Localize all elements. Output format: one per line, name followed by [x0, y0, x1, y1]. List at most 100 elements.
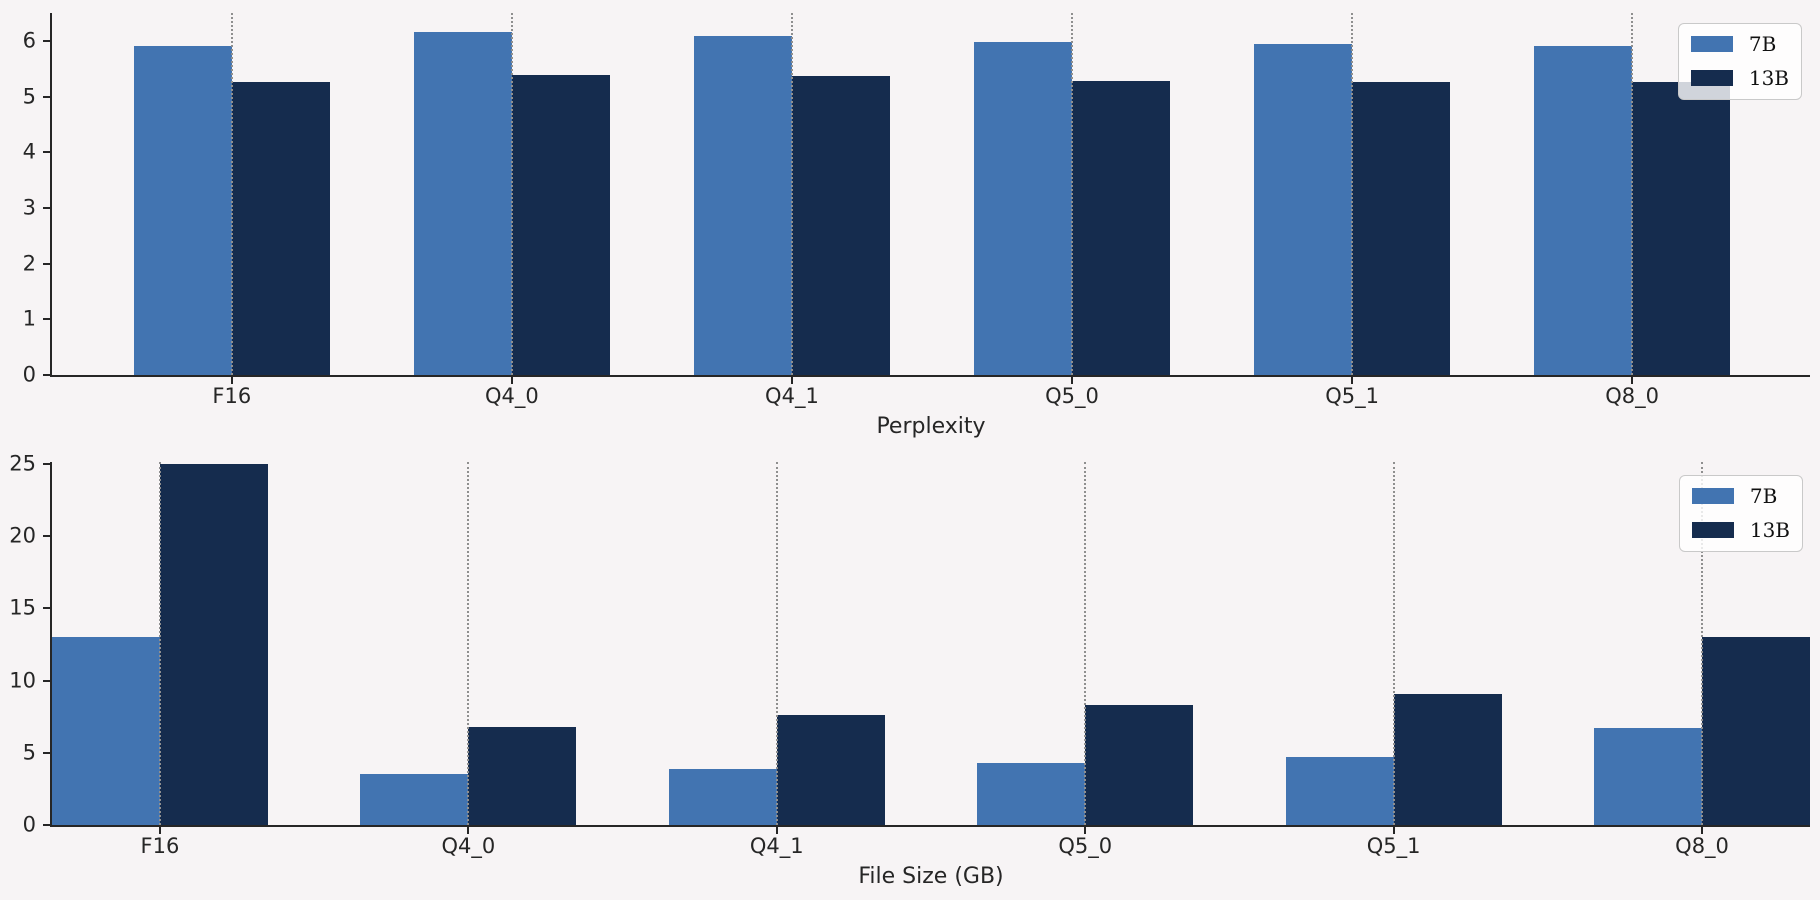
bar-7b-f16: [52, 637, 160, 825]
bar-7b-q5_0: [973, 41, 1072, 375]
x-tick-label: Q4_0: [484, 384, 539, 408]
perplexity-plot-area: [52, 13, 1810, 375]
y-tick-mark: [43, 95, 50, 98]
x-tick-label: Q5_1: [1325, 384, 1379, 408]
category-gridline: [1631, 13, 1634, 375]
bar-7b-q5_0: [977, 762, 1086, 825]
y-tick-label: 1: [22, 306, 36, 331]
y-tick-mark: [43, 262, 50, 265]
y-tick-mark: [43, 751, 50, 754]
bar-13b-q5_1: [1393, 693, 1502, 825]
x-tick-label: Q8_0: [1605, 384, 1660, 408]
y-tick-mark: [43, 824, 50, 826]
x-tick-label: Q4_1: [765, 384, 819, 408]
x-tick-mark: [1392, 827, 1395, 834]
category-gridline: [775, 462, 778, 825]
x-tick-mark: [1701, 827, 1704, 834]
legend-item-13b: 13B: [1690, 66, 1789, 90]
y-tick-mark: [43, 463, 50, 466]
y-tick-label: 6: [22, 28, 36, 53]
x-tick-mark: [1631, 377, 1634, 384]
bar-13b-q4_1: [791, 76, 890, 375]
y-tick-label: 20: [9, 523, 36, 548]
file-size-legend: 7B 13B: [1678, 475, 1803, 552]
perplexity-axis-title: Perplexity: [876, 414, 986, 439]
perplexity-legend: 7B 13B: [1677, 23, 1802, 100]
x-tick-label: Q4_0: [441, 834, 496, 858]
bar-13b-q4_1: [776, 715, 885, 825]
y-tick-mark: [43, 374, 50, 376]
y-tick-mark: [43, 206, 50, 209]
category-gridline: [1084, 462, 1087, 825]
x-tick-label: Q4_1: [749, 834, 804, 858]
x-tick-mark: [775, 827, 778, 834]
x-tick-mark: [1084, 827, 1087, 834]
y-tick-mark: [43, 318, 50, 321]
x-tick-label: Q8_0: [1675, 834, 1729, 858]
category-gridline: [1351, 13, 1354, 375]
bar-13b-q4_0: [511, 75, 610, 375]
perplexity-chart-axes: 7B 13B Perplexity 0 1 2 3 4 5 6 F16 Q4_0 Q4_1 Q5_0…: [23, 13, 1810, 439]
bar-13b-f16: [231, 82, 330, 375]
x-tick-mark: [790, 377, 793, 384]
y-tick-label: 0: [22, 362, 36, 387]
file-size-chart-axes: 7B 13B File Size (GB) 0 5 10 15 20 25 F16 Q4_0 Q…: [9, 453, 1810, 889]
category-gridline: [1701, 462, 1704, 825]
file-size-axis-title: File Size (GB): [858, 864, 1004, 889]
x-tick-label: Q5_1: [1366, 834, 1421, 858]
category-gridline: [158, 462, 161, 825]
y-tick-label: 5: [22, 740, 36, 765]
y-tick-label: 3: [22, 195, 36, 220]
bar-7b-q5_1: [1254, 43, 1353, 375]
bar-7b-q4_0: [360, 774, 469, 825]
y-tick-label: 15: [9, 595, 36, 620]
legend-label-7b: 7B: [1749, 484, 1778, 508]
bar-13b-q4_0: [468, 726, 577, 825]
bar-13b-q5_0: [1072, 80, 1171, 375]
legend-label-7b: 7B: [1748, 32, 1777, 56]
y-tick-label: 25: [9, 451, 36, 476]
category-gridline: [1071, 13, 1073, 375]
legend-swatch-13b: [1691, 522, 1734, 538]
bar-7b-q4_1: [693, 35, 792, 375]
category-gridline: [230, 13, 233, 375]
category-gridline: [790, 13, 793, 375]
bar-7b-q4_1: [668, 768, 777, 825]
x-tick-label: Q5_0: [1045, 384, 1099, 408]
y-tick-mark: [43, 39, 50, 42]
legend-item-7b: 7B: [1690, 32, 1789, 56]
legend-label-13b: 13B: [1748, 66, 1789, 90]
legend-swatch-13b: [1690, 70, 1733, 86]
legend-item-13b: 13B: [1691, 518, 1790, 542]
x-tick-mark: [467, 827, 470, 834]
category-gridline: [510, 13, 513, 375]
bar-13b-f16: [159, 464, 268, 825]
y-tick-mark: [43, 535, 50, 538]
y-tick-mark: [43, 151, 50, 154]
legend-label-13b: 13B: [1749, 518, 1790, 542]
category-gridline: [467, 462, 470, 825]
y-tick-mark: [43, 607, 50, 610]
x-tick-label: F16: [140, 834, 180, 858]
x-tick-mark: [158, 827, 161, 834]
bar-13b-q5_0: [1085, 705, 1194, 825]
bar-7b-q5_1: [1285, 757, 1394, 825]
category-gridline: [1392, 462, 1395, 825]
y-tick-label: 10: [9, 668, 36, 693]
bar-7b-f16: [133, 46, 232, 375]
bar-7b-q8_0: [1534, 46, 1633, 375]
x-tick-mark: [1351, 377, 1354, 384]
y-tick-label: 4: [22, 139, 36, 164]
x-tick-mark: [230, 377, 233, 384]
y-tick-label: 2: [22, 251, 36, 276]
bar-13b-q8_0: [1632, 82, 1731, 375]
bar-13b-q5_1: [1352, 81, 1451, 375]
legend-swatch-7b: [1691, 488, 1734, 504]
legend-item-7b: 7B: [1691, 484, 1790, 508]
x-tick-label: Q5_0: [1058, 834, 1113, 858]
x-tick-label: F16: [212, 384, 252, 408]
y-tick-mark: [43, 679, 50, 682]
file-size-plot-area: [52, 462, 1810, 825]
y-tick-label: 5: [22, 84, 36, 109]
